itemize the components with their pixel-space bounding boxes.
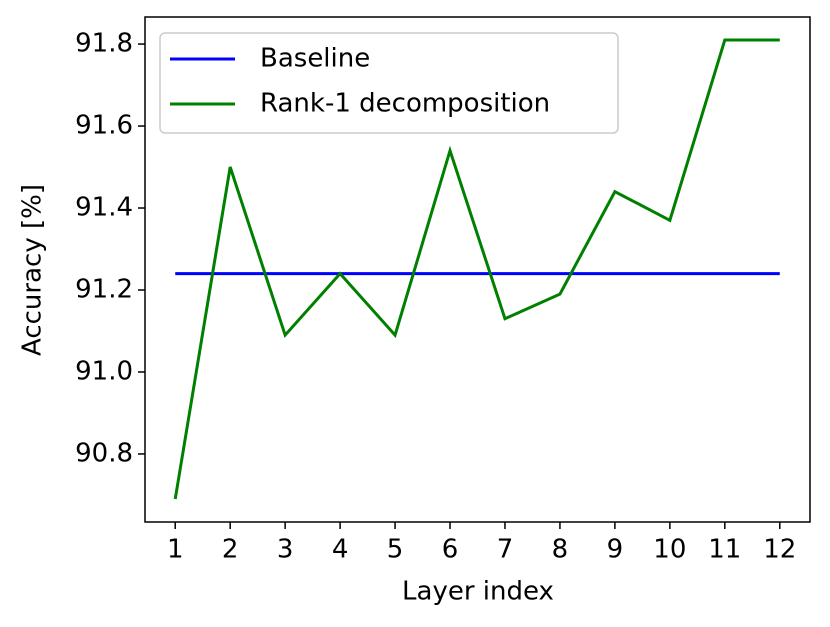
y-tick-label: 91.0 xyxy=(75,356,133,386)
x-tick-label: 12 xyxy=(763,535,796,565)
x-tick-label: 7 xyxy=(497,535,514,565)
legend-label: Rank-1 decomposition xyxy=(260,89,550,119)
y-tick-label: 91.8 xyxy=(75,29,133,59)
legend-box xyxy=(159,32,619,134)
x-tick-label: 5 xyxy=(387,535,404,565)
plot-frame xyxy=(144,16,811,523)
x-axis-label: Layer index xyxy=(402,577,554,607)
x-tick-label: 3 xyxy=(277,535,294,565)
x-tick-label: 4 xyxy=(332,535,349,565)
y-axis-label: Accuracy [%] xyxy=(18,184,48,356)
series-line xyxy=(173,38,780,500)
x-tick-label: 10 xyxy=(653,535,686,565)
y-tick-label: 90.8 xyxy=(75,438,133,468)
x-tick-label: 1 xyxy=(167,535,184,565)
x-tick-label: 8 xyxy=(552,535,569,565)
x-tick-label: 6 xyxy=(442,535,459,565)
legend-label: Baseline xyxy=(260,44,370,74)
x-tick-label: 2 xyxy=(222,535,239,565)
y-tick-label: 91.6 xyxy=(75,111,133,141)
y-tick-label: 91.2 xyxy=(75,274,133,304)
y-tick-label: 91.4 xyxy=(75,193,133,223)
x-tick-label: 9 xyxy=(607,535,624,565)
x-tick-label: 11 xyxy=(708,535,741,565)
